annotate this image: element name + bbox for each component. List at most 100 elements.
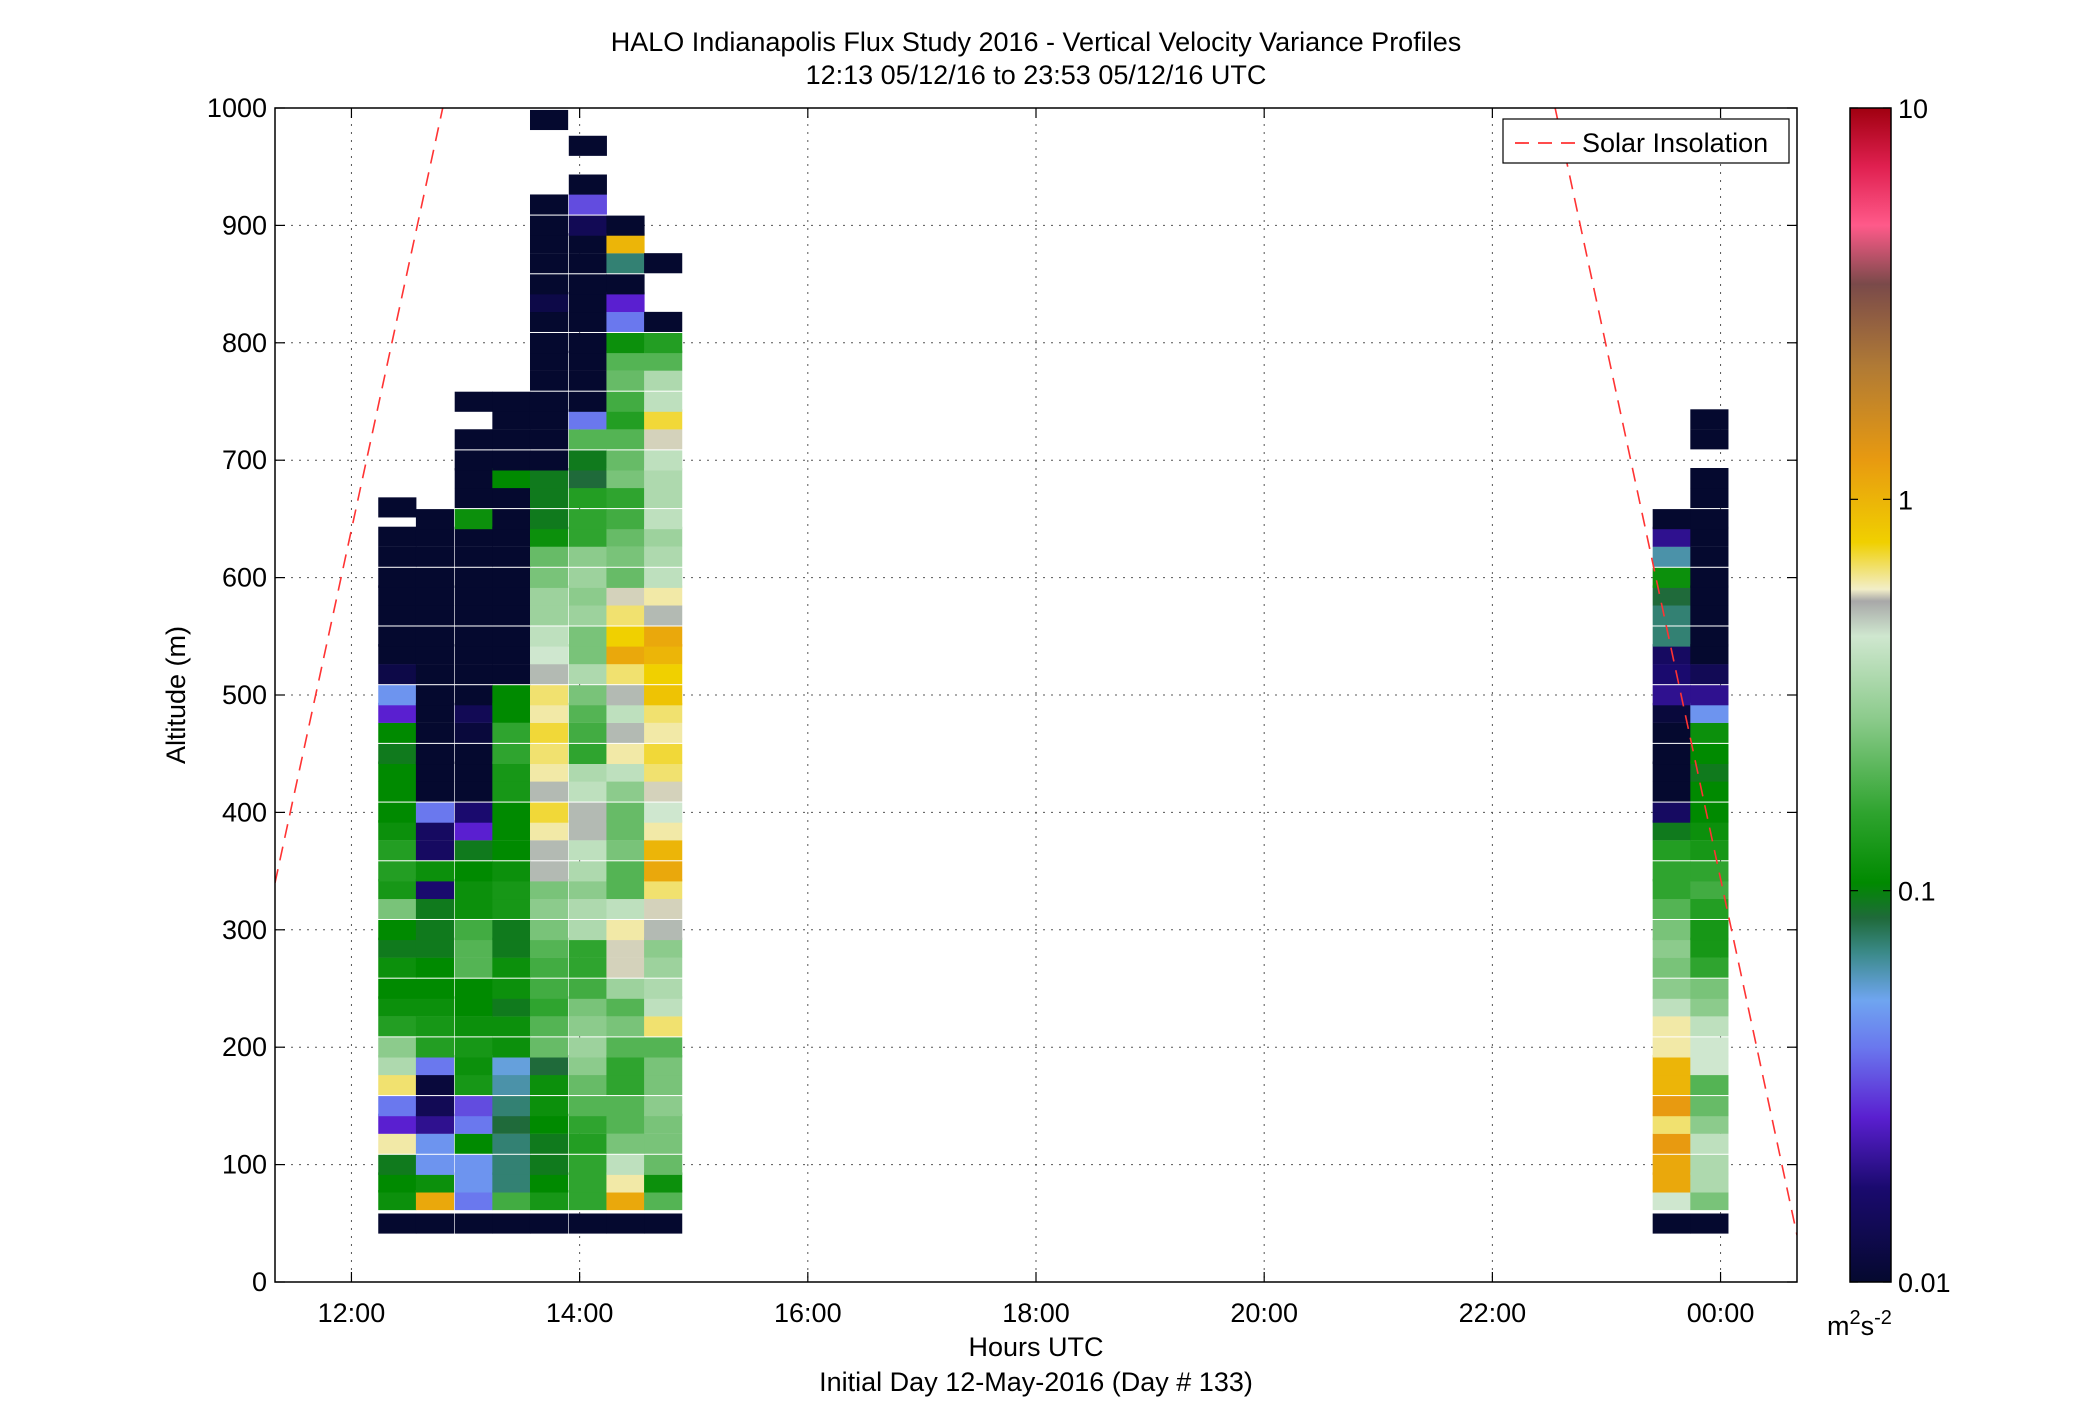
colorbar-unit-mid: s [1861, 1311, 1875, 1341]
heatmap-cell [529, 585, 569, 606]
heatmap-cell [529, 840, 569, 861]
heatmap-cell [644, 978, 683, 999]
heatmap-cell [454, 487, 493, 509]
heatmap-cell [568, 820, 607, 841]
heatmap-cell [1652, 1190, 1691, 1211]
heatmap-cell [492, 1113, 531, 1134]
heatmap-cell [568, 937, 607, 958]
colorbar-unit: m2s-2 [1827, 1307, 1892, 1341]
heatmap-cell [644, 391, 683, 412]
heatmap-cell [644, 898, 683, 919]
x-tick-label: 16:00 [774, 1298, 842, 1328]
heatmap-cell [492, 978, 531, 999]
heatmap-cell [568, 526, 607, 547]
heatmap-cell [492, 450, 531, 471]
heatmap-cell [1690, 644, 1729, 665]
heatmap-cell [568, 919, 607, 941]
y-tick-label: 200 [222, 1032, 267, 1062]
colorbar-tick-label: 10 [1898, 94, 1928, 124]
heatmap-cell [568, 898, 607, 919]
heatmap-cell [454, 802, 493, 823]
heatmap-cell [606, 781, 645, 802]
legend: Solar Insolation [1502, 118, 1790, 164]
heatmap-cell [606, 274, 645, 295]
heatmap-cell [378, 898, 417, 919]
heatmap-cell [454, 1016, 493, 1037]
heatmap-cell [1690, 702, 1729, 723]
heatmap-cell [415, 957, 455, 978]
heatmap-cell [644, 937, 683, 958]
heatmap-cell [415, 919, 455, 941]
heatmap-cell [454, 1172, 493, 1193]
heatmap-cell [1690, 1096, 1729, 1117]
heatmap-cell [606, 802, 645, 823]
heatmap-cell [606, 743, 645, 765]
heatmap-cell [568, 1055, 607, 1076]
heatmap-cell [1652, 1133, 1691, 1154]
heatmap-cell [492, 861, 531, 882]
heatmap-cell [454, 1213, 493, 1234]
heatmap-cell [1690, 546, 1729, 567]
heatmap-cell [454, 1037, 493, 1058]
heatmap-cell [1690, 1016, 1729, 1037]
heatmap-cell [606, 1096, 645, 1117]
heatmap-cell [378, 1074, 417, 1096]
heatmap-cell [1690, 781, 1729, 802]
heatmap-cell [606, 1055, 645, 1076]
heatmap-cell [529, 509, 569, 530]
heatmap-cell [568, 233, 607, 254]
heatmap-cell [378, 937, 417, 958]
heatmap-cell [1652, 567, 1691, 588]
heatmap-cell [415, 937, 455, 958]
heatmap-cell [454, 743, 493, 765]
heatmap-cell [568, 585, 607, 606]
heatmap-cell [644, 957, 683, 978]
heatmap-cell [1690, 1133, 1729, 1154]
heatmap-cell [529, 1074, 569, 1096]
y-tick-label: 400 [222, 797, 267, 827]
heatmap-cell [606, 370, 645, 391]
heatmap-cell [529, 644, 569, 665]
heatmap-cell [378, 996, 417, 1017]
heatmap-cell [529, 919, 569, 941]
heatmap-cell [568, 685, 607, 706]
heatmap-cell [492, 878, 531, 900]
heatmap-cell [568, 1213, 607, 1234]
heatmap-cell [1690, 996, 1729, 1017]
heatmap-cell [568, 350, 607, 371]
heatmap-cell [568, 761, 607, 782]
x-axis-label: Hours UTC [968, 1332, 1103, 1362]
heatmap-cell [1652, 996, 1691, 1017]
chart-subtitle: 12:13 05/12/16 to 23:53 05/12/16 UTC [806, 60, 1267, 90]
heatmap-cell [415, 1016, 455, 1037]
heatmap-cell [568, 509, 607, 530]
heatmap-cell [606, 996, 645, 1017]
heatmap-cell [644, 605, 683, 626]
y-tick-label: 100 [222, 1150, 267, 1180]
heatmap-cell [1690, 1055, 1729, 1076]
heatmap-cell [454, 861, 493, 882]
heatmap-cell [529, 861, 569, 882]
heatmap-cell [606, 840, 645, 861]
heatmap-cell [492, 409, 531, 430]
heatmap-cell [415, 1074, 455, 1096]
heatmap-cell [1690, 761, 1729, 782]
heatmap-cell [1652, 1113, 1691, 1134]
heatmap-cell [1690, 1074, 1729, 1096]
legend-box [1502, 118, 1790, 164]
heatmap-cell [378, 605, 417, 626]
heatmap-cell [529, 274, 569, 295]
heatmap-cell [1690, 898, 1729, 919]
heatmap-cell [644, 626, 683, 647]
heatmap-cell [606, 937, 645, 958]
heatmap-cell [529, 450, 569, 471]
heatmap-cell [606, 898, 645, 919]
y-tick-label: 0 [252, 1267, 267, 1297]
heatmap-cell [568, 626, 607, 647]
heatmap-cell [1652, 664, 1691, 685]
heatmap-cell [644, 1133, 683, 1154]
heatmap-cell [529, 194, 569, 215]
heatmap-cell [568, 450, 607, 471]
heatmap-cell [644, 409, 683, 430]
